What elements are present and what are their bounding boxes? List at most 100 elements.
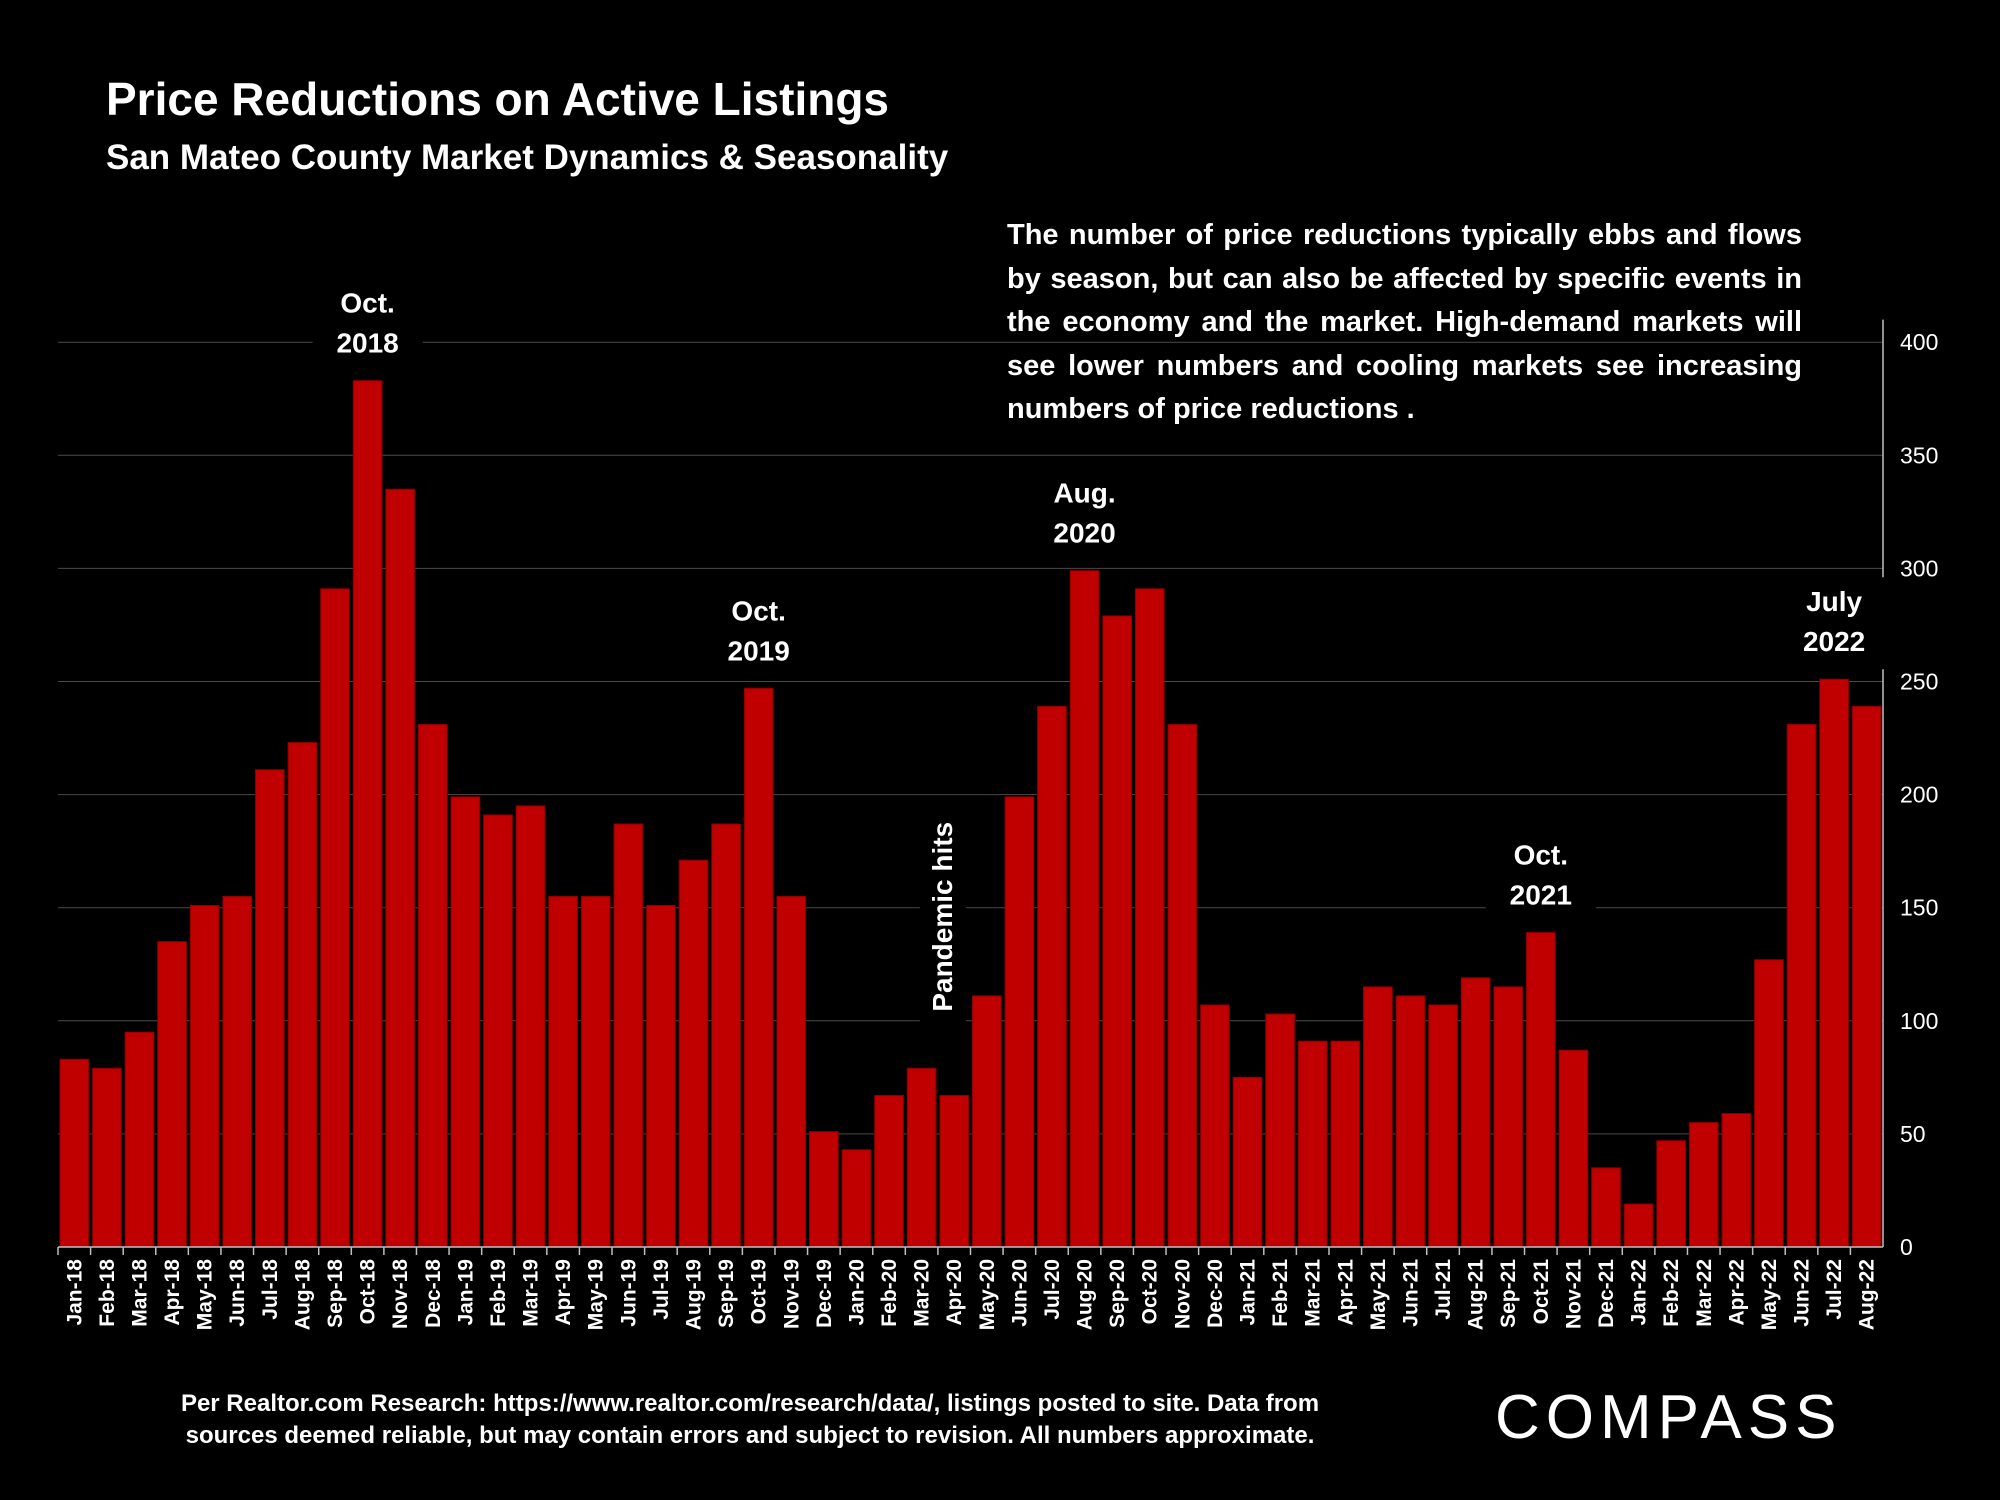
y-tick-label: 100 [1900,1008,1938,1034]
x-tick-label: Apr-18 [161,1259,184,1326]
bar-Nov-20 [1167,723,1198,1248]
x-tick-label: Jun-22 [1791,1259,1814,1327]
bar-Feb-20 [874,1094,904,1248]
x-tick-label: Jan-18 [63,1259,86,1326]
x-tick-label: Mar-21 [1302,1259,1325,1327]
annotation-Jul-22-line1: July [1806,586,1862,617]
x-tick-label: Jun-20 [1008,1259,1031,1327]
bar-Jan-18 [59,1058,90,1248]
annotation-Oct-19-line1: Oct. [731,595,785,626]
x-tick-label: Aug-19 [682,1259,705,1330]
bar-Aug-21 [1460,977,1491,1248]
x-tick-label: Feb-22 [1660,1259,1683,1327]
chart-title: Price Reductions on Active Listings [106,73,890,125]
x-tick-label: Sep-18 [324,1259,347,1328]
y-tick-label: 150 [1900,895,1938,921]
axes: 0 50 100 150 200 250 300 350 400 Jan-18 Feb-18 Mar-… [57,319,1938,1331]
annotation-Aug-20-line2: 2020 [1053,518,1115,549]
x-tick-label: Apr-22 [1725,1259,1748,1326]
footnote-line-2: sources deemed reliable, but may contain… [185,1422,1315,1449]
x-tick-label: Dec-20 [1204,1259,1227,1328]
bar-Nov-19 [776,895,807,1248]
bars [59,380,1882,1248]
annotation-bg [1029,468,1140,561]
x-tick-label: Apr-19 [552,1259,575,1326]
bar-Apr-20 [939,1094,970,1248]
bar-Aug-22 [1851,705,1882,1248]
x-tick-label: Aug-22 [1856,1259,1879,1330]
x-tick-label: Jan-22 [1628,1259,1651,1326]
bar-Sep-18 [320,588,350,1248]
bar-Feb-18 [92,1067,122,1248]
annotation-Oct-21-line2: 2021 [1510,880,1572,911]
x-tick-label: Jun-21 [1399,1259,1422,1327]
annotation-Oct-18-line2: 2018 [336,328,398,359]
x-tick-label: Jan-19 [454,1259,477,1326]
x-tick-label: Oct-21 [1530,1259,1553,1325]
x-tick-label: Apr-20 [943,1259,966,1326]
y-tick-label: 400 [1900,329,1938,355]
annotation-Oct-19-line2: 2019 [728,635,790,666]
annotation-bg [703,586,814,679]
chart-subtitle: San Mateo County Market Dynamics & Seaso… [106,138,949,177]
y-tick-label: 0 [1900,1234,1913,1260]
y-tick-label: 50 [1900,1121,1926,1147]
x-tick-label: Mar-18 [128,1259,151,1327]
x-tick-label: Nov-20 [1171,1259,1194,1329]
bar-May-22 [1754,959,1784,1248]
x-tick-label: Sep-20 [1106,1259,1129,1328]
x-tick-label: Nov-21 [1562,1259,1585,1329]
bar-Jul-20 [1037,705,1067,1248]
bar-Oct-19 [743,687,774,1248]
x-tick-label: Nov-18 [389,1259,412,1329]
x-tick-label: Jul-19 [650,1259,673,1320]
bar-May-21 [1363,986,1393,1248]
x-tick-label: Mar-19 [520,1259,543,1327]
x-tick-label: Jul-18 [259,1259,282,1320]
bar-Sep-20 [1102,615,1132,1248]
y-tick-label: 250 [1900,669,1938,695]
bar-Nov-21 [1558,1049,1589,1248]
annotation-Oct-21-line1: Oct. [1514,840,1568,871]
bar-Oct-20 [1134,588,1165,1248]
x-tick-label: Aug-18 [291,1259,314,1330]
x-tick-label: Sep-21 [1497,1259,1520,1328]
bar-Jun-21 [1395,995,1426,1248]
x-tick-label: May-19 [585,1259,608,1330]
bar-Jan-21 [1232,1076,1263,1248]
bar-Jan-22 [1623,1203,1654,1248]
bar-Dec-20 [1200,1004,1230,1248]
bar-Mar-22 [1688,1122,1719,1248]
pandemic-annotation-bg [919,799,966,1030]
x-tick-label: Dec-18 [422,1259,445,1328]
x-tick-label: May-18 [194,1259,217,1331]
bar-Sep-21 [1493,986,1524,1248]
bar-Jul-21 [1428,1004,1458,1248]
bar-Jul-19 [646,904,676,1248]
x-tick-label: Feb-18 [96,1259,119,1327]
bar-Oct-21 [1525,932,1556,1248]
x-tick-label: Jul-20 [1041,1259,1064,1320]
x-tick-label: Jan-21 [1237,1259,1260,1326]
bar-Dec-21 [1591,1167,1621,1248]
annotation-bg [1779,577,1890,670]
bar-Jan-19 [450,796,481,1248]
bar-Apr-21 [1330,1040,1361,1248]
x-tick-label: Nov-19 [780,1259,803,1329]
bar-Jul-18 [254,769,285,1248]
y-tick-label: 200 [1900,782,1938,808]
bar-Jun-19 [613,823,644,1248]
annotation-Oct-18-line1: Oct. [340,288,394,319]
annotation-Jul-22-line2: 2022 [1803,626,1865,657]
annotation-bg [312,278,423,371]
x-tick-label: Jun-19 [617,1259,640,1327]
annotations: Oct. 2018 Oct. 2019 Aug. 2020 Oct. 2021 July 2022… [312,278,1890,1030]
bar-May-20 [971,995,1002,1248]
bar-Feb-21 [1265,1013,1295,1248]
x-tick-label: Aug-20 [1074,1259,1097,1330]
chart-note: The number of price reductions typically… [1007,219,1802,425]
bar-Oct-18 [352,380,383,1248]
source-footnote: Per Realtor.com Research: https://www.re… [100,1388,1400,1452]
bar-Sep-19 [711,823,741,1248]
